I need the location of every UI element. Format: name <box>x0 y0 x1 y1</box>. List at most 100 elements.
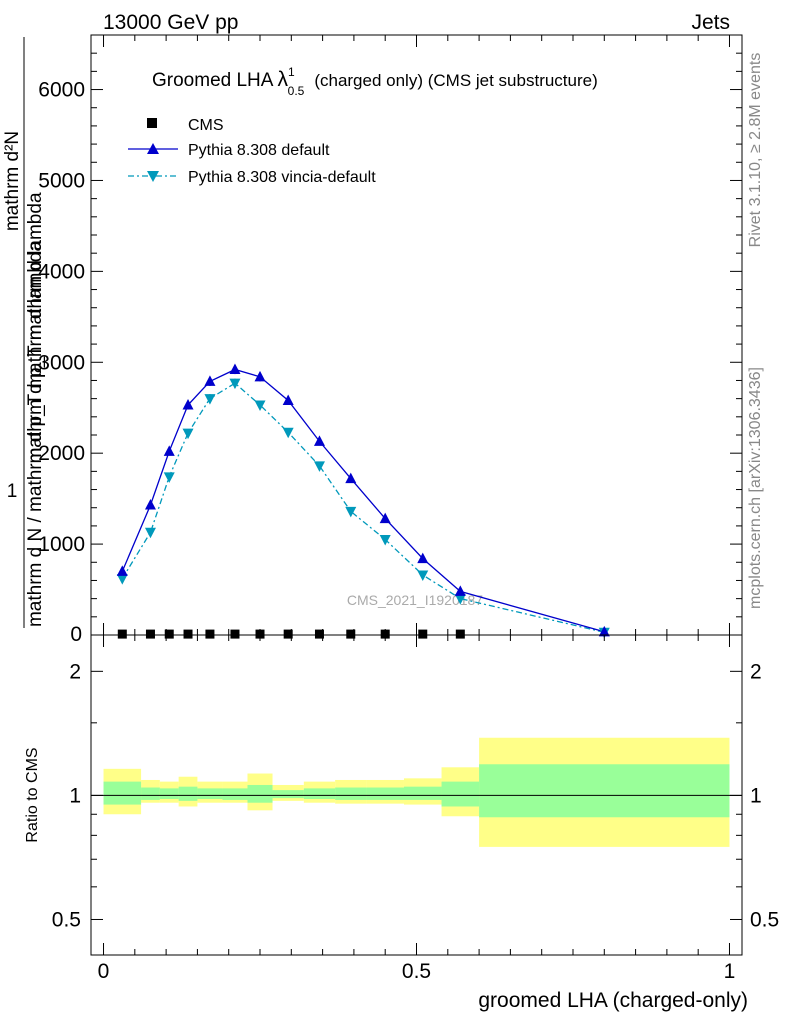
chart-title: Groomed LHA λ1 0.5 (charged only) (CMS jet … <box>152 65 598 98</box>
xtick-label: 0.5 <box>402 960 431 983</box>
ratio-band-inner <box>178 786 198 801</box>
point-vincia <box>229 378 241 390</box>
point-vincia <box>345 506 357 518</box>
xtick-label: 0 <box>98 960 110 983</box>
point-default <box>417 552 429 564</box>
ratio-band-inner <box>403 786 442 800</box>
legend: CMS Pythia 8.308 default Pythia 8.308 vi… <box>128 117 376 186</box>
curves <box>116 363 610 639</box>
series-line-vincia <box>121 382 605 633</box>
point-vincia <box>182 428 194 440</box>
point-vincia <box>144 527 156 539</box>
xlabel: groomed LHA (charged-only) <box>478 989 748 1012</box>
point-vincia <box>417 570 429 581</box>
point-default <box>598 625 610 637</box>
legend-marker-vincia <box>147 171 159 182</box>
main-ytick-label-zero: 0 <box>70 623 82 646</box>
main-ytick-label: 3000 <box>38 351 85 374</box>
point-cms <box>117 629 127 639</box>
point-vincia <box>379 535 391 546</box>
legend-label-cms: CMS <box>188 117 224 134</box>
point-cms <box>145 629 155 639</box>
point-default <box>204 375 216 386</box>
point-default <box>454 585 466 596</box>
ratio-band-inner <box>303 788 336 800</box>
point-cms <box>314 629 324 639</box>
ylabel-numerator: mathrm d²N <box>2 131 23 231</box>
legend-label-default: Pythia 8.308 default <box>188 142 330 159</box>
ratio-ticks: 0.5 0.5 1 1 2 2 0 0.5 1 <box>52 635 779 983</box>
ratio-ytick-label: 1 <box>69 784 81 807</box>
legend-marker-cms <box>147 118 157 128</box>
ratio-band-inner <box>366 787 404 800</box>
header-left: 13000 GeV pp <box>103 11 238 34</box>
ratio-band-inner <box>272 790 304 799</box>
point-vincia <box>313 461 325 472</box>
point-default <box>379 512 391 524</box>
point-vincia <box>116 574 128 585</box>
ratio-ytick-label: 2 <box>69 660 81 683</box>
title-lead: Groomed LHA <box>152 70 274 91</box>
ratio-ytick-label-right: 0.5 <box>750 908 779 931</box>
main-ytick-label: 5000 <box>38 169 85 192</box>
point-default <box>144 499 156 510</box>
point-default <box>229 363 241 375</box>
watermark: CMS_2021_I1920187 <box>347 592 483 608</box>
title-sub: 0.5 <box>288 84 305 98</box>
ratio-band-inner <box>441 781 480 807</box>
point-cms <box>418 629 428 639</box>
mcplots-label: mcplots.cern.ch [arXiv:1306.3436] <box>747 367 764 609</box>
ratio-band-inner <box>335 787 367 800</box>
point-cms <box>283 629 293 639</box>
series-line-default <box>121 368 605 633</box>
ratio-band-inner <box>247 784 273 803</box>
ratio-band-inner <box>141 787 160 800</box>
title-tail: (charged only) (CMS jet substructure) <box>314 71 597 90</box>
ratio-ytick-label: 0.5 <box>52 908 81 931</box>
header-right: Jets <box>691 11 730 34</box>
main-ytick-label: 2000 <box>38 442 85 465</box>
ratio-panel: 0.5 0.5 1 1 2 2 0 0.5 1 Ratio to CMS groomed LHA… <box>24 634 779 1012</box>
point-default <box>345 472 357 484</box>
ratio-ytick-label-right: 1 <box>750 784 762 807</box>
main-ytick-label: 4000 <box>38 260 85 283</box>
point-vincia <box>204 394 216 405</box>
point-vincia <box>254 400 266 411</box>
main-panel: 1000 2000 3000 4000 5000 6000 0 CMS_2021_I1920… <box>2 34 743 646</box>
ratio-band-inner <box>159 788 179 800</box>
point-default <box>116 565 128 576</box>
main-ytick-label: 6000 <box>38 79 85 102</box>
title-symbol: λ <box>277 68 288 91</box>
ylabel-bottom: mathrm d N / mathrm d p_T mathrm d lambd… <box>25 241 46 628</box>
point-vincia <box>163 472 175 483</box>
point-vincia <box>454 594 466 605</box>
title-sup: 1 <box>288 65 295 79</box>
point-cms <box>255 629 265 639</box>
point-cms <box>205 629 215 639</box>
ratio-band-inner <box>479 764 730 818</box>
point-cms <box>380 629 390 639</box>
ylabel-denominator: mathrm d p_T mathrm d lambda <box>25 192 46 463</box>
legend-marker-default <box>147 143 159 154</box>
main-ticks: 1000 2000 3000 4000 5000 6000 0 <box>38 34 742 646</box>
xtick-label: 1 <box>724 960 736 983</box>
main-y-label: mathrm d²N mathrm d p_T mathrm d lambda … <box>2 37 46 628</box>
point-cms <box>346 629 356 639</box>
point-default <box>313 435 325 446</box>
ratio-band-inner <box>103 781 142 805</box>
point-cms <box>183 629 193 639</box>
main-ytick-label: 1000 <box>38 533 85 556</box>
point-default <box>182 399 194 410</box>
ratio-band-inner <box>222 788 248 800</box>
ratio-band-inner <box>197 788 223 800</box>
ratio-ytick-label-right: 2 <box>750 660 762 683</box>
legend-label-vincia: Pythia 8.308 vincia-default <box>188 169 376 186</box>
ratio-ylabel: Ratio to CMS <box>24 747 41 842</box>
point-default <box>254 370 266 382</box>
point-cms <box>230 629 240 639</box>
point-default <box>163 445 175 456</box>
ratio-bands <box>103 737 730 847</box>
point-cms <box>455 629 465 639</box>
